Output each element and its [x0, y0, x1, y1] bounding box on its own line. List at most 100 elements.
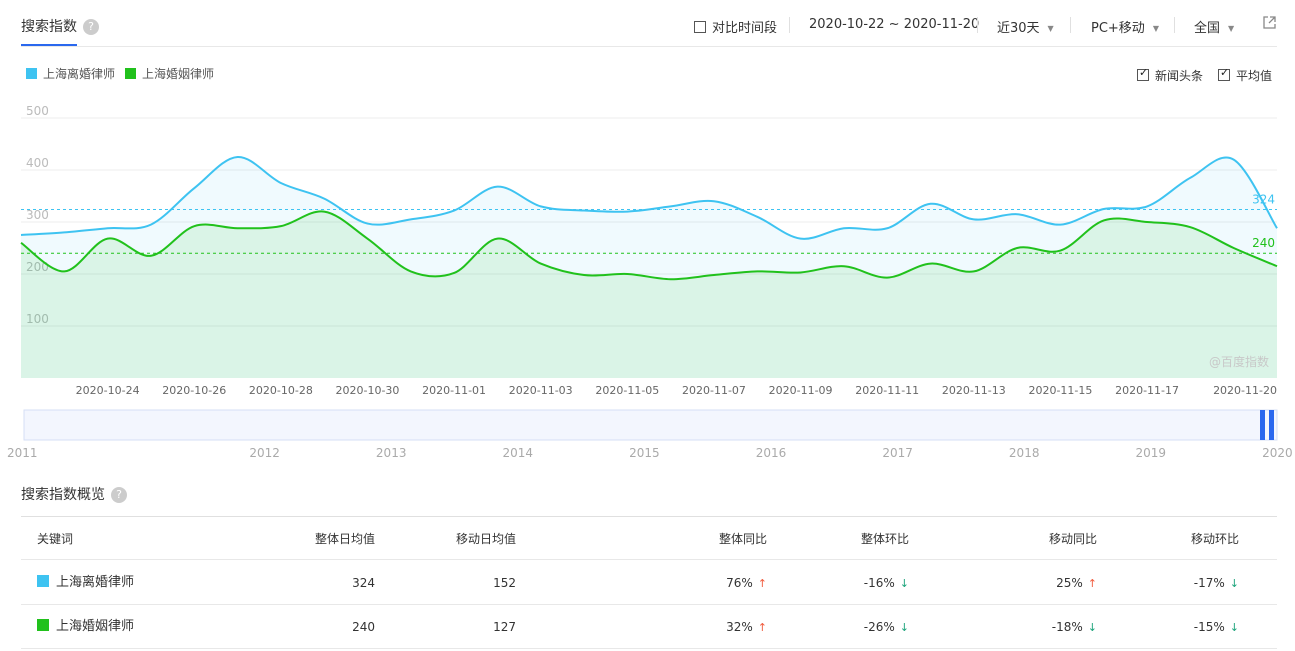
data-point: [192, 224, 196, 228]
data-point: [322, 197, 326, 201]
series-line: [20, 155, 1278, 240]
data-point: [582, 273, 586, 277]
data-point: [625, 210, 629, 214]
average-label: 平均值: [1236, 69, 1273, 83]
data-point: [62, 230, 66, 234]
navigator-year-label: 2015: [629, 446, 660, 460]
news-toggle[interactable]: 新闻头条: [1137, 66, 1204, 84]
data-point: [1275, 264, 1279, 268]
divider: [1174, 17, 1175, 33]
data-point: [669, 204, 673, 208]
x-tick-label: 2020-10-24: [76, 384, 140, 397]
col-mobile-avg: 移动日均值: [455, 532, 516, 546]
legend-item-0[interactable]: 上海离婚律师: [26, 65, 115, 82]
arrow-up-icon: ↑: [1087, 577, 1097, 590]
navigator-track: [23, 409, 1278, 441]
overall-avg-cell: 240: [352, 620, 375, 634]
col-mobile-mom: 移动环比: [1190, 532, 1239, 546]
mobile-yoy-value: -18%: [1051, 620, 1083, 634]
data-point: [452, 271, 456, 275]
data-point: [1145, 204, 1149, 208]
legend-swatch: [26, 68, 37, 79]
overall-mom-cell: -16% ↓: [864, 561, 909, 606]
data-point: [1232, 246, 1236, 250]
mobile-mom-value: -17%: [1193, 576, 1225, 590]
period-text: 近30天: [997, 21, 1040, 36]
navigator-year-label: 2016: [756, 446, 787, 460]
mobile-mom-cell: -17% ↓: [1194, 561, 1239, 606]
trend-chart[interactable]: 500 400 300 200 100 324 240 @百度指数 2020-10-24 2020…: [0, 95, 1295, 465]
overall-mom-value: -16%: [863, 576, 895, 590]
page-title[interactable]: 搜索指数?: [21, 16, 99, 36]
compare-label: 对比时间段: [712, 21, 778, 36]
table-row[interactable]: 上海婚姻律师 240 127 32% ↑ -26% ↓ -18% ↓ -15% ↓: [21, 605, 1277, 649]
data-point: [972, 269, 976, 273]
table-header: 关键词 整体日均值 移动日均值 整体同比 整体环比 移动同比 移动环比: [21, 516, 1277, 560]
navigator-year-label: 2012: [249, 446, 280, 460]
keyword-cell: 上海婚姻律师: [37, 605, 134, 649]
x-tick-label: 2020-11-01: [422, 384, 486, 397]
keyword-swatch: [37, 619, 49, 631]
average-toggle[interactable]: 平均值: [1218, 66, 1273, 84]
data-point: [409, 217, 413, 221]
table-row[interactable]: 上海离婚律师 324 152 76% ↑ -16% ↓ 25% ↑ -17% ↓: [21, 561, 1277, 605]
divider: [1070, 17, 1071, 33]
x-tick-label: 2020-11-17: [1115, 384, 1179, 397]
data-point: [1188, 225, 1192, 229]
caret-down-icon: ▼: [1152, 24, 1159, 33]
data-point: [1188, 176, 1192, 180]
average-label: 240: [1252, 236, 1275, 250]
data-point: [929, 262, 933, 266]
device-select[interactable]: PC+移动 ▼: [1091, 17, 1159, 36]
data-point: [236, 226, 240, 230]
data-point: [1102, 207, 1106, 211]
arrow-down-icon: ↓: [1087, 621, 1097, 634]
compare-period-toggle[interactable]: 对比时间段: [694, 17, 777, 36]
mobile-avg-cell: 127: [493, 620, 516, 634]
arrow-down-icon: ↓: [1229, 621, 1239, 634]
data-point: [842, 226, 846, 230]
data-point: [799, 237, 803, 241]
data-point: [1232, 158, 1236, 162]
x-tick-label: 2020-11-20: [1213, 384, 1277, 397]
overall-yoy-cell: 32% ↑: [726, 605, 767, 650]
legend-item-1[interactable]: 上海婚姻律师: [125, 65, 214, 82]
legend-swatch: [125, 68, 136, 79]
help-icon[interactable]: ?: [83, 19, 99, 35]
region-text: 全国: [1194, 21, 1221, 36]
average-label: 324: [1252, 193, 1275, 207]
data-point: [192, 186, 196, 190]
data-point: [755, 215, 759, 219]
x-tick-label: 2020-11-15: [1028, 384, 1092, 397]
data-point: [1058, 223, 1062, 227]
data-point: [495, 185, 499, 189]
arrow-down-icon: ↓: [899, 621, 909, 634]
navigator-year-label: 2013: [376, 446, 407, 460]
mobile-yoy-value: 25%: [1056, 576, 1083, 590]
period-select[interactable]: 近30天 ▼: [997, 17, 1054, 36]
region-select[interactable]: 全国 ▼: [1194, 17, 1234, 36]
data-point: [539, 204, 543, 208]
compare-checkbox[interactable]: [694, 21, 706, 33]
average-checkbox[interactable]: [1218, 66, 1230, 81]
navigator-year-label: 2020: [1262, 446, 1293, 460]
arrow-down-icon: ↓: [899, 577, 909, 590]
series-area: [21, 156, 1277, 378]
data-point: [972, 217, 976, 221]
device-text: PC+移动: [1091, 21, 1145, 36]
data-point: [236, 155, 240, 159]
mobile-yoy-cell: -18% ↓: [1052, 605, 1097, 650]
data-point: [1102, 218, 1106, 222]
navigator-year-label: 2019: [1136, 446, 1167, 460]
legend-label: 上海离婚律师: [43, 67, 116, 81]
date-range-picker[interactable]: 2020-10-22 ~ 2020-11-20: [809, 17, 979, 32]
keyword-swatch: [37, 575, 49, 587]
share-icon[interactable]: [1262, 15, 1277, 34]
overall-yoy-cell: 76% ↑: [726, 561, 767, 606]
data-point: [885, 226, 889, 230]
y-tick-label: 500: [26, 104, 49, 118]
news-label: 新闻头条: [1155, 69, 1204, 83]
news-checkbox[interactable]: [1137, 66, 1149, 81]
help-icon[interactable]: ?: [111, 487, 127, 503]
keyword-text: 上海婚姻律师: [56, 619, 135, 634]
